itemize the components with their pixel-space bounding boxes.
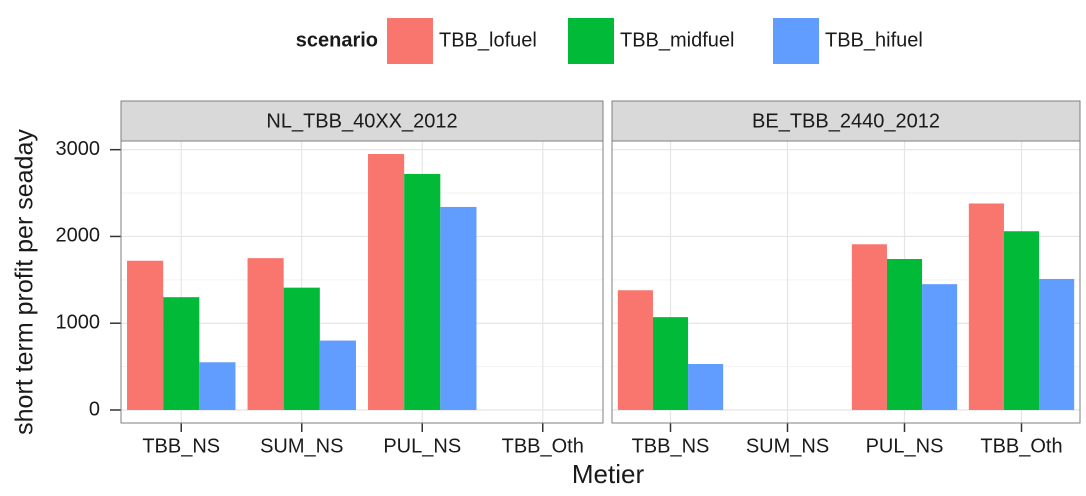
bar [440,206,477,410]
x-tick-label: PUL_NS [866,435,944,457]
bar [368,154,405,410]
bar [319,340,356,410]
panel-border [611,140,1081,424]
x-tick-label: SUM_NS [260,435,343,457]
legend-key [773,18,819,64]
legend-label: TBB_midfuel [620,29,735,51]
bar [283,287,320,410]
panel-border [120,140,604,424]
y-axis-title: short term profit per seaday [11,129,39,435]
bar [886,259,923,410]
bar [617,290,653,410]
x-tick-label: TBB_NS [632,435,710,457]
y-tick-label: 1000 [56,311,101,333]
x-tick-label: PUL_NS [383,435,461,457]
bar [1039,278,1075,410]
y-tick-label: 3000 [56,138,101,160]
strip-label: NL_TBB_40XX_2012 [266,110,457,132]
bar [851,244,887,410]
bar [688,363,724,410]
y-tick-label: 2000 [56,225,101,247]
bar [127,260,164,410]
bar [199,362,236,410]
x-tick-label: TBB_NS [142,435,220,457]
legend-key [387,18,433,64]
bar [652,317,689,410]
bar [1003,231,1040,410]
x-tick-label: TBB_Oth [502,435,584,457]
bar [968,203,1004,410]
strip [611,100,1081,142]
bar [163,297,200,410]
bar [404,173,441,410]
y-tick-label: 0 [89,398,100,420]
legend-key [568,18,614,64]
x-tick-label: TBB_Oth [980,435,1062,457]
bar [922,284,958,410]
x-axis-title: Metier [572,459,645,489]
bar [247,258,284,410]
x-tick-label: SUM_NS [746,435,829,457]
strip-label: BE_TBB_2440_2012 [752,110,940,132]
legend-label: TBB_lofuel [439,29,537,51]
legend-title: scenario [296,29,378,51]
legend-label: TBB_hifuel [825,29,923,51]
